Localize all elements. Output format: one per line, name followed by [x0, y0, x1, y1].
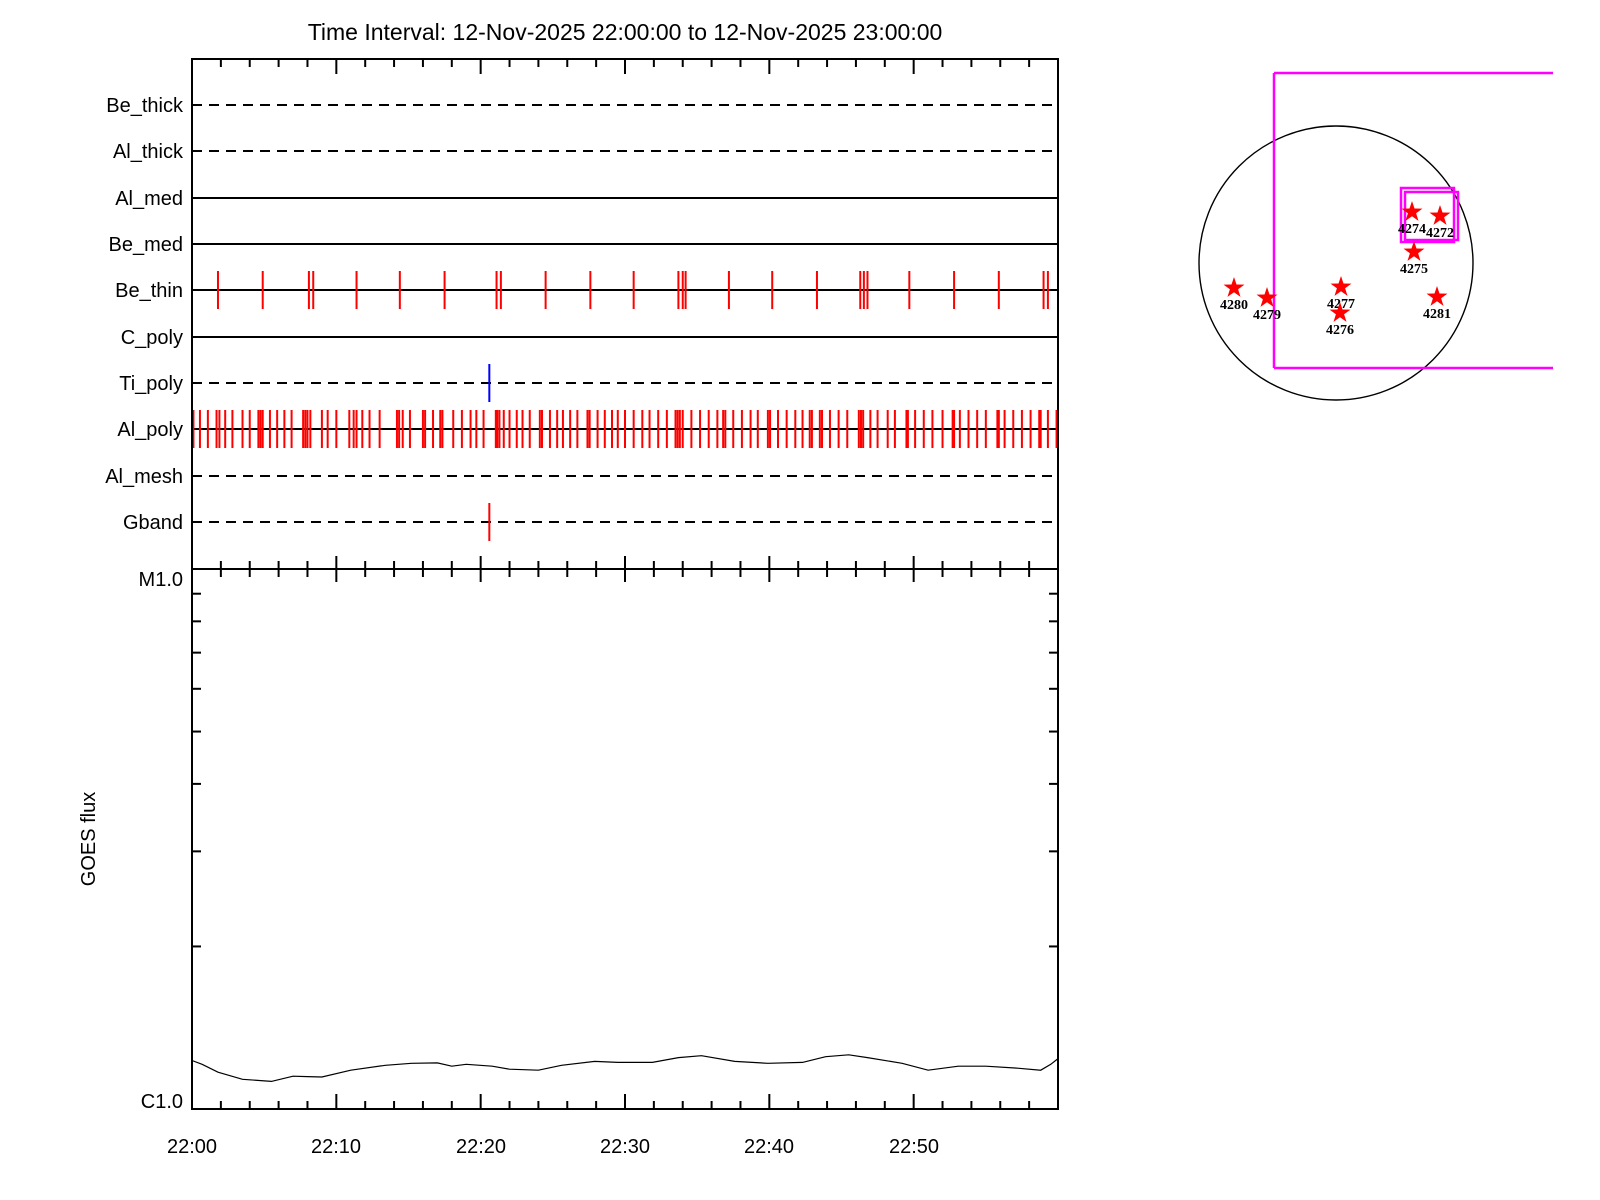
x-axis-tick-label-2220: 22:20: [456, 1136, 506, 1158]
active-region-label-4276: 4276: [1326, 323, 1354, 338]
goes-panel-border: [191, 568, 1059, 1110]
goes-axis-title: GOES flux: [78, 792, 100, 886]
timeline-row-label-ti-poly: Ti_poly: [119, 373, 183, 395]
x-axis-tick-label-2250: 22:50: [889, 1136, 939, 1158]
active-region-label-4272: 4272: [1426, 226, 1454, 241]
plot-title: Time Interval: 12-Nov-2025 22:00:00 to 1…: [308, 19, 943, 45]
active-region-label-4279: 4279: [1253, 308, 1281, 323]
goes-ymin-label: C1.0: [141, 1091, 183, 1113]
active-region-star-4279: [1256, 287, 1278, 307]
goes-ymax-label: M1.0: [139, 569, 183, 591]
timeline-row-label-be-thick: Be_thick: [106, 95, 184, 117]
active-region-label-4275: 4275: [1400, 262, 1428, 277]
target-region-box: [1399, 186, 1456, 244]
active-region-star-4280: [1223, 277, 1245, 297]
timeline-row-label-gband: Gband: [123, 512, 183, 534]
active-region-star-4281: [1426, 286, 1448, 306]
active-region-star-4277: [1330, 276, 1352, 296]
timeline-panel: [191, 58, 1059, 582]
active-region-label-4274: 4274: [1398, 222, 1426, 237]
timeline-row-label-be-med: Be_med: [109, 234, 184, 256]
active-region-star-4276: [1329, 302, 1351, 322]
goes-flux-panel: [191, 568, 1059, 1110]
active-region-star-4275: [1403, 241, 1425, 261]
x-axis-tick-label-2210: 22:10: [311, 1136, 361, 1158]
solar-limb-circle: [1198, 125, 1474, 401]
timeline-row-label-al-thick: Al_thick: [113, 141, 184, 163]
timeline-row-label-be-thin: Be_thin: [115, 280, 183, 302]
timeline-row-label-al-poly: Al_poly: [117, 419, 183, 441]
active-region-label-4280: 4280: [1220, 298, 1248, 313]
x-axis-tick-label-2200: 22:00: [167, 1136, 217, 1158]
target-region-box: [1403, 190, 1460, 242]
x-axis-tick-label-2230: 22:30: [600, 1136, 650, 1158]
active-region-label-4281: 4281: [1423, 307, 1451, 322]
timeline-row-label-al-mesh: Al_mesh: [105, 466, 183, 488]
timeline-row-label-al-med: Al_med: [115, 188, 183, 210]
goes-flux-curve: [191, 1054, 1059, 1083]
active-region-star-4272: [1429, 205, 1451, 225]
active-region-star-4274: [1401, 201, 1423, 221]
timeline-panel-border: [191, 58, 1059, 570]
timeline-row-label-c-poly: C_poly: [121, 327, 183, 349]
x-axis-tick-label-2240: 22:40: [744, 1136, 794, 1158]
active-region-label-4277: 4277: [1327, 297, 1355, 312]
solar-disk-map: 4274 4272 4275 4280 4279 4277 4276 4281: [1198, 71, 1553, 401]
